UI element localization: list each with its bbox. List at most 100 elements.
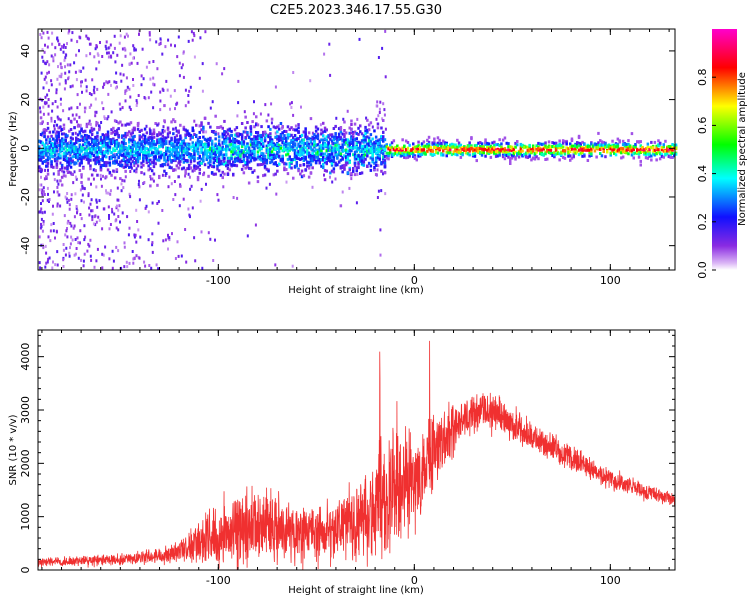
- spectrogram-cell: [300, 133, 304, 137]
- spectrogram-cell: [194, 259, 197, 263]
- spectrogram-cell: [558, 144, 561, 148]
- spectrogram-cell: [50, 134, 53, 138]
- spectrogram-cell: [526, 150, 530, 154]
- spectrogram-cell: [650, 140, 653, 144]
- spectrogram-cell: [71, 155, 74, 159]
- spectrogram-cell: [611, 148, 614, 152]
- spectrogram-cell: [623, 142, 627, 146]
- spectrogram-cell: [360, 162, 364, 165]
- spectrogram-cell: [630, 153, 634, 157]
- spectrogram-cell: [214, 159, 217, 162]
- spectrogram-cell: [83, 155, 87, 159]
- spectrogram-cell: [126, 158, 129, 162]
- spectrogram-cell: [666, 149, 669, 153]
- spectrogram-cell: [316, 156, 320, 160]
- spectrogram-cell: [212, 152, 216, 156]
- spectrogram-cell: [658, 157, 662, 161]
- spectrogram-cell: [251, 149, 254, 153]
- spectrogram-cell: [207, 148, 210, 152]
- spectrogram-cell: [269, 147, 272, 151]
- spectrogram-cell: [362, 138, 366, 142]
- spectrogram-cell: [147, 158, 150, 162]
- spectrogram-cell: [79, 102, 81, 106]
- spectrogram-cell: [639, 151, 642, 154]
- spectrogram-cell: [353, 138, 357, 142]
- spectrogram-cell: [140, 135, 143, 139]
- spectrogram-cell: [140, 142, 143, 146]
- spectrogram-cell: [228, 148, 231, 152]
- spectrogram-cell: [258, 140, 261, 144]
- spectrogram-cell: [246, 234, 249, 238]
- spectrogram-cell: [599, 139, 602, 143]
- spectrogram-cell: [510, 154, 514, 158]
- spectrogram-cell: [309, 79, 312, 83]
- spectrogram-cell: [93, 85, 96, 89]
- spectrogram-cell: [486, 143, 489, 147]
- spectrogram-cell: [46, 145, 50, 149]
- spectrogram-cell: [339, 158, 343, 162]
- spectrogram-cell: [123, 245, 126, 249]
- spectrogram-cell: [401, 152, 404, 156]
- spectrogram-cell: [438, 146, 441, 150]
- spectrogram-cell: [292, 145, 295, 149]
- spectrogram-cell: [69, 148, 73, 152]
- spectrogram-cell: [662, 143, 665, 147]
- spectrogram-cell: [339, 127, 343, 131]
- spectrogram-cell: [486, 146, 489, 149]
- spectrogram-cell: [207, 141, 210, 145]
- spectrogram-cell: [90, 129, 94, 133]
- spectrogram-cell: [76, 155, 80, 159]
- spectrogram-cell: [96, 150, 99, 154]
- spectrogram-cell: [350, 123, 353, 126]
- spectrogram-cell: [212, 259, 215, 262]
- spectrogram-cell: [275, 192, 278, 196]
- spectrogram-cell: [64, 142, 67, 146]
- x-tick-label: -100: [206, 274, 231, 287]
- spectrogram-cell: [154, 147, 157, 150]
- spectrogram-cell: [389, 143, 392, 147]
- spectrogram-cell: [52, 149, 55, 153]
- spectrogram-cell: [350, 149, 353, 153]
- spectrogram-cell: [95, 198, 98, 202]
- spectrogram-cell: [535, 148, 538, 152]
- spectrogram-cell: [450, 143, 454, 147]
- spectrogram-cell: [145, 156, 149, 159]
- spectrogram-cell: [70, 193, 73, 197]
- spectrogram-cell: [394, 145, 397, 149]
- spectrogram-cell: [80, 84, 82, 88]
- spectrogram-cell: [100, 121, 103, 124]
- spectrogram-cell: [251, 137, 254, 141]
- spectrogram-cell: [286, 125, 290, 129]
- spectrogram-cell: [251, 152, 254, 156]
- spectrogram-cell: [126, 85, 129, 89]
- spectrogram-cell: [456, 153, 459, 157]
- spectrogram-cell: [39, 122, 42, 126]
- spectrogram-cell: [346, 154, 350, 158]
- spectrogram-cell: [168, 142, 171, 146]
- spectrogram-cell: [353, 150, 357, 154]
- spectrogram-cell: [51, 42, 54, 46]
- spectrogram-cell: [68, 145, 71, 149]
- spectrogram-cell: [38, 165, 41, 169]
- spectrogram-cell: [269, 157, 272, 161]
- spectrogram-cell: [329, 159, 332, 163]
- spectrogram-cell: [366, 130, 369, 134]
- spectrogram-cell: [57, 156, 60, 160]
- spectrogram-cell: [244, 145, 247, 149]
- spectrogram-cell: [406, 153, 410, 157]
- spectrogram-cell: [600, 145, 604, 148]
- y-tick-label: 3000: [19, 396, 32, 424]
- spectrogram-cell: [143, 181, 146, 184]
- spectrogram-cell: [182, 141, 186, 145]
- spectrogram-cell: [290, 138, 293, 142]
- spectrogram-cell: [92, 127, 96, 131]
- spectrogram-cell: [466, 145, 470, 149]
- spectrogram-cell: [55, 137, 59, 141]
- spectrogram-cell: [93, 91, 96, 95]
- spectrogram-cell: [57, 132, 60, 136]
- spectrogram-cell: [480, 142, 484, 146]
- spectrogram-cell: [285, 130, 288, 133]
- spectrogram-cell: [90, 258, 93, 262]
- spectrogram-cell: [212, 157, 216, 161]
- spectrogram-cell: [89, 122, 92, 126]
